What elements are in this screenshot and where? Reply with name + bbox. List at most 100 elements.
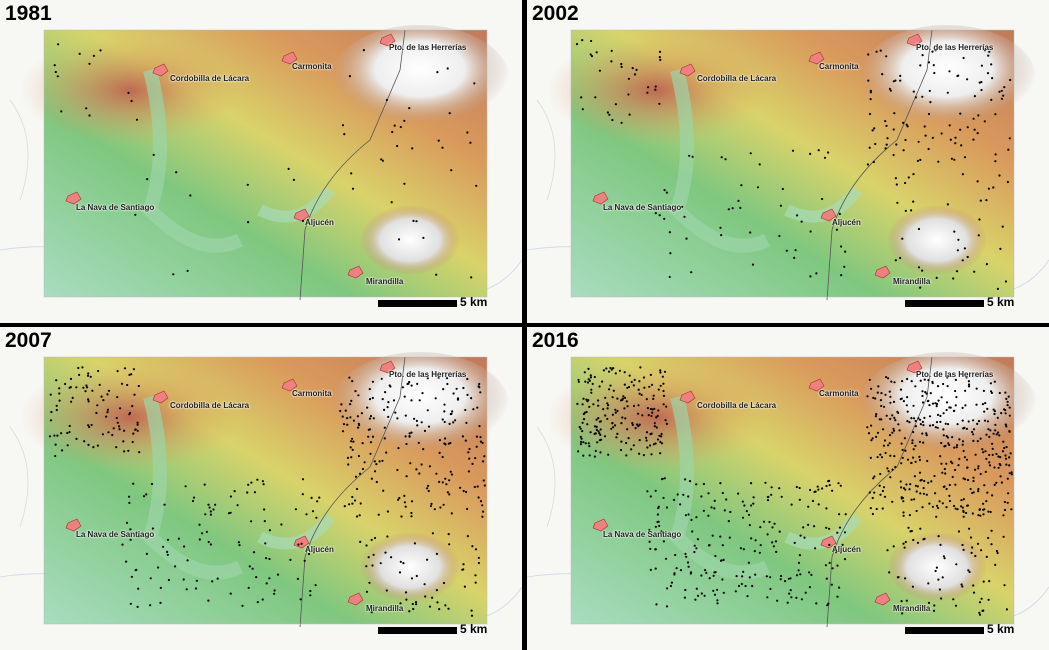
occurrence-point xyxy=(633,378,636,381)
occurrence-point xyxy=(800,598,803,601)
occurrence-point xyxy=(722,591,725,594)
occurrence-point xyxy=(105,415,108,418)
occurrence-point xyxy=(946,376,949,379)
occurrence-point xyxy=(357,426,360,429)
occurrence-point xyxy=(380,158,383,161)
occurrence-point xyxy=(351,502,354,505)
occurrence-point xyxy=(981,448,984,451)
occurrence-point xyxy=(57,43,60,46)
occurrence-point xyxy=(703,594,706,597)
occurrence-point xyxy=(238,544,241,547)
occurrence-point xyxy=(702,482,705,486)
occurrence-point xyxy=(810,573,813,576)
occurrence-point xyxy=(611,413,614,416)
occurrence-point xyxy=(914,385,917,388)
occurrence-point xyxy=(351,187,355,190)
occurrence-point xyxy=(635,68,638,71)
occurrence-point xyxy=(951,462,954,465)
occurrence-point xyxy=(962,515,965,518)
occurrence-point xyxy=(869,507,872,510)
occurrence-point xyxy=(872,477,875,480)
occurrence-point xyxy=(442,503,445,506)
occurrence-point xyxy=(100,395,103,398)
town-polygon xyxy=(592,518,609,532)
occurrence-point xyxy=(841,543,844,546)
occurrence-point xyxy=(475,445,478,448)
occurrence-point xyxy=(921,401,925,404)
occurrence-point xyxy=(598,385,601,388)
occurrence-point xyxy=(203,483,206,486)
occurrence-point xyxy=(914,484,917,487)
occurrence-point xyxy=(426,409,429,412)
occurrence-point xyxy=(653,422,656,425)
occurrence-point xyxy=(903,437,906,440)
occurrence-point xyxy=(925,392,928,395)
occurrence-point xyxy=(375,463,378,466)
occurrence-point xyxy=(929,424,932,427)
occurrence-point xyxy=(890,380,893,383)
occurrence-point xyxy=(463,585,466,588)
occurrence-point xyxy=(663,477,666,480)
town-polygon xyxy=(679,390,696,404)
occurrence-point xyxy=(348,376,351,379)
occurrence-point xyxy=(796,214,799,217)
occurrence-point xyxy=(916,541,920,544)
occurrence-point xyxy=(1003,500,1006,504)
occurrence-point xyxy=(248,565,251,568)
occurrence-point xyxy=(944,472,947,475)
occurrence-point xyxy=(904,540,907,544)
scale-label: 5 km xyxy=(460,295,488,309)
occurrence-point xyxy=(939,420,942,423)
occurrence-point xyxy=(649,568,652,571)
occurrence-point xyxy=(993,412,996,416)
occurrence-point xyxy=(670,581,673,584)
occurrence-point xyxy=(466,535,469,538)
occurrence-point xyxy=(956,444,959,447)
occurrence-point xyxy=(896,201,899,204)
occurrence-point xyxy=(982,580,985,583)
occurrence-point xyxy=(287,167,290,170)
occurrence-point xyxy=(597,417,600,420)
occurrence-point xyxy=(795,596,798,599)
occurrence-point xyxy=(415,220,418,223)
occurrence-point xyxy=(87,400,90,403)
occurrence-point xyxy=(663,189,666,192)
occurrence-point xyxy=(991,442,994,445)
occurrence-point xyxy=(91,389,94,392)
occurrence-point xyxy=(475,435,478,438)
occurrence-point xyxy=(919,64,922,67)
occurrence-point xyxy=(978,613,982,616)
occurrence-point xyxy=(654,567,657,570)
occurrence-point xyxy=(55,379,58,382)
occurrence-point xyxy=(410,399,413,402)
occurrence-point xyxy=(884,147,887,150)
occurrence-point xyxy=(405,598,408,601)
occurrence-point xyxy=(985,555,988,558)
occurrence-point xyxy=(990,543,993,546)
occurrence-point xyxy=(994,563,997,566)
occurrence-point xyxy=(759,544,762,547)
occurrence-point xyxy=(632,404,636,408)
occurrence-point xyxy=(966,126,969,129)
occurrence-point xyxy=(961,419,964,422)
occurrence-point xyxy=(713,507,716,510)
occurrence-point xyxy=(476,485,479,488)
occurrence-point xyxy=(648,528,651,531)
occurrence-point xyxy=(665,191,668,194)
occurrence-point xyxy=(289,558,292,561)
occurrence-point xyxy=(912,90,915,93)
occurrence-point xyxy=(941,502,944,505)
occurrence-point xyxy=(663,370,667,373)
occurrence-point xyxy=(800,220,803,223)
occurrence-point xyxy=(658,50,662,54)
occurrence-point xyxy=(700,592,703,595)
occurrence-point xyxy=(713,499,716,502)
occurrence-point xyxy=(988,461,991,464)
occurrence-point xyxy=(713,593,717,596)
occurrence-point xyxy=(905,123,908,126)
occurrence-point xyxy=(656,513,659,516)
occurrence-point xyxy=(972,419,975,422)
occurrence-point xyxy=(657,388,660,391)
occurrence-point xyxy=(620,440,623,443)
occurrence-point xyxy=(414,601,418,604)
